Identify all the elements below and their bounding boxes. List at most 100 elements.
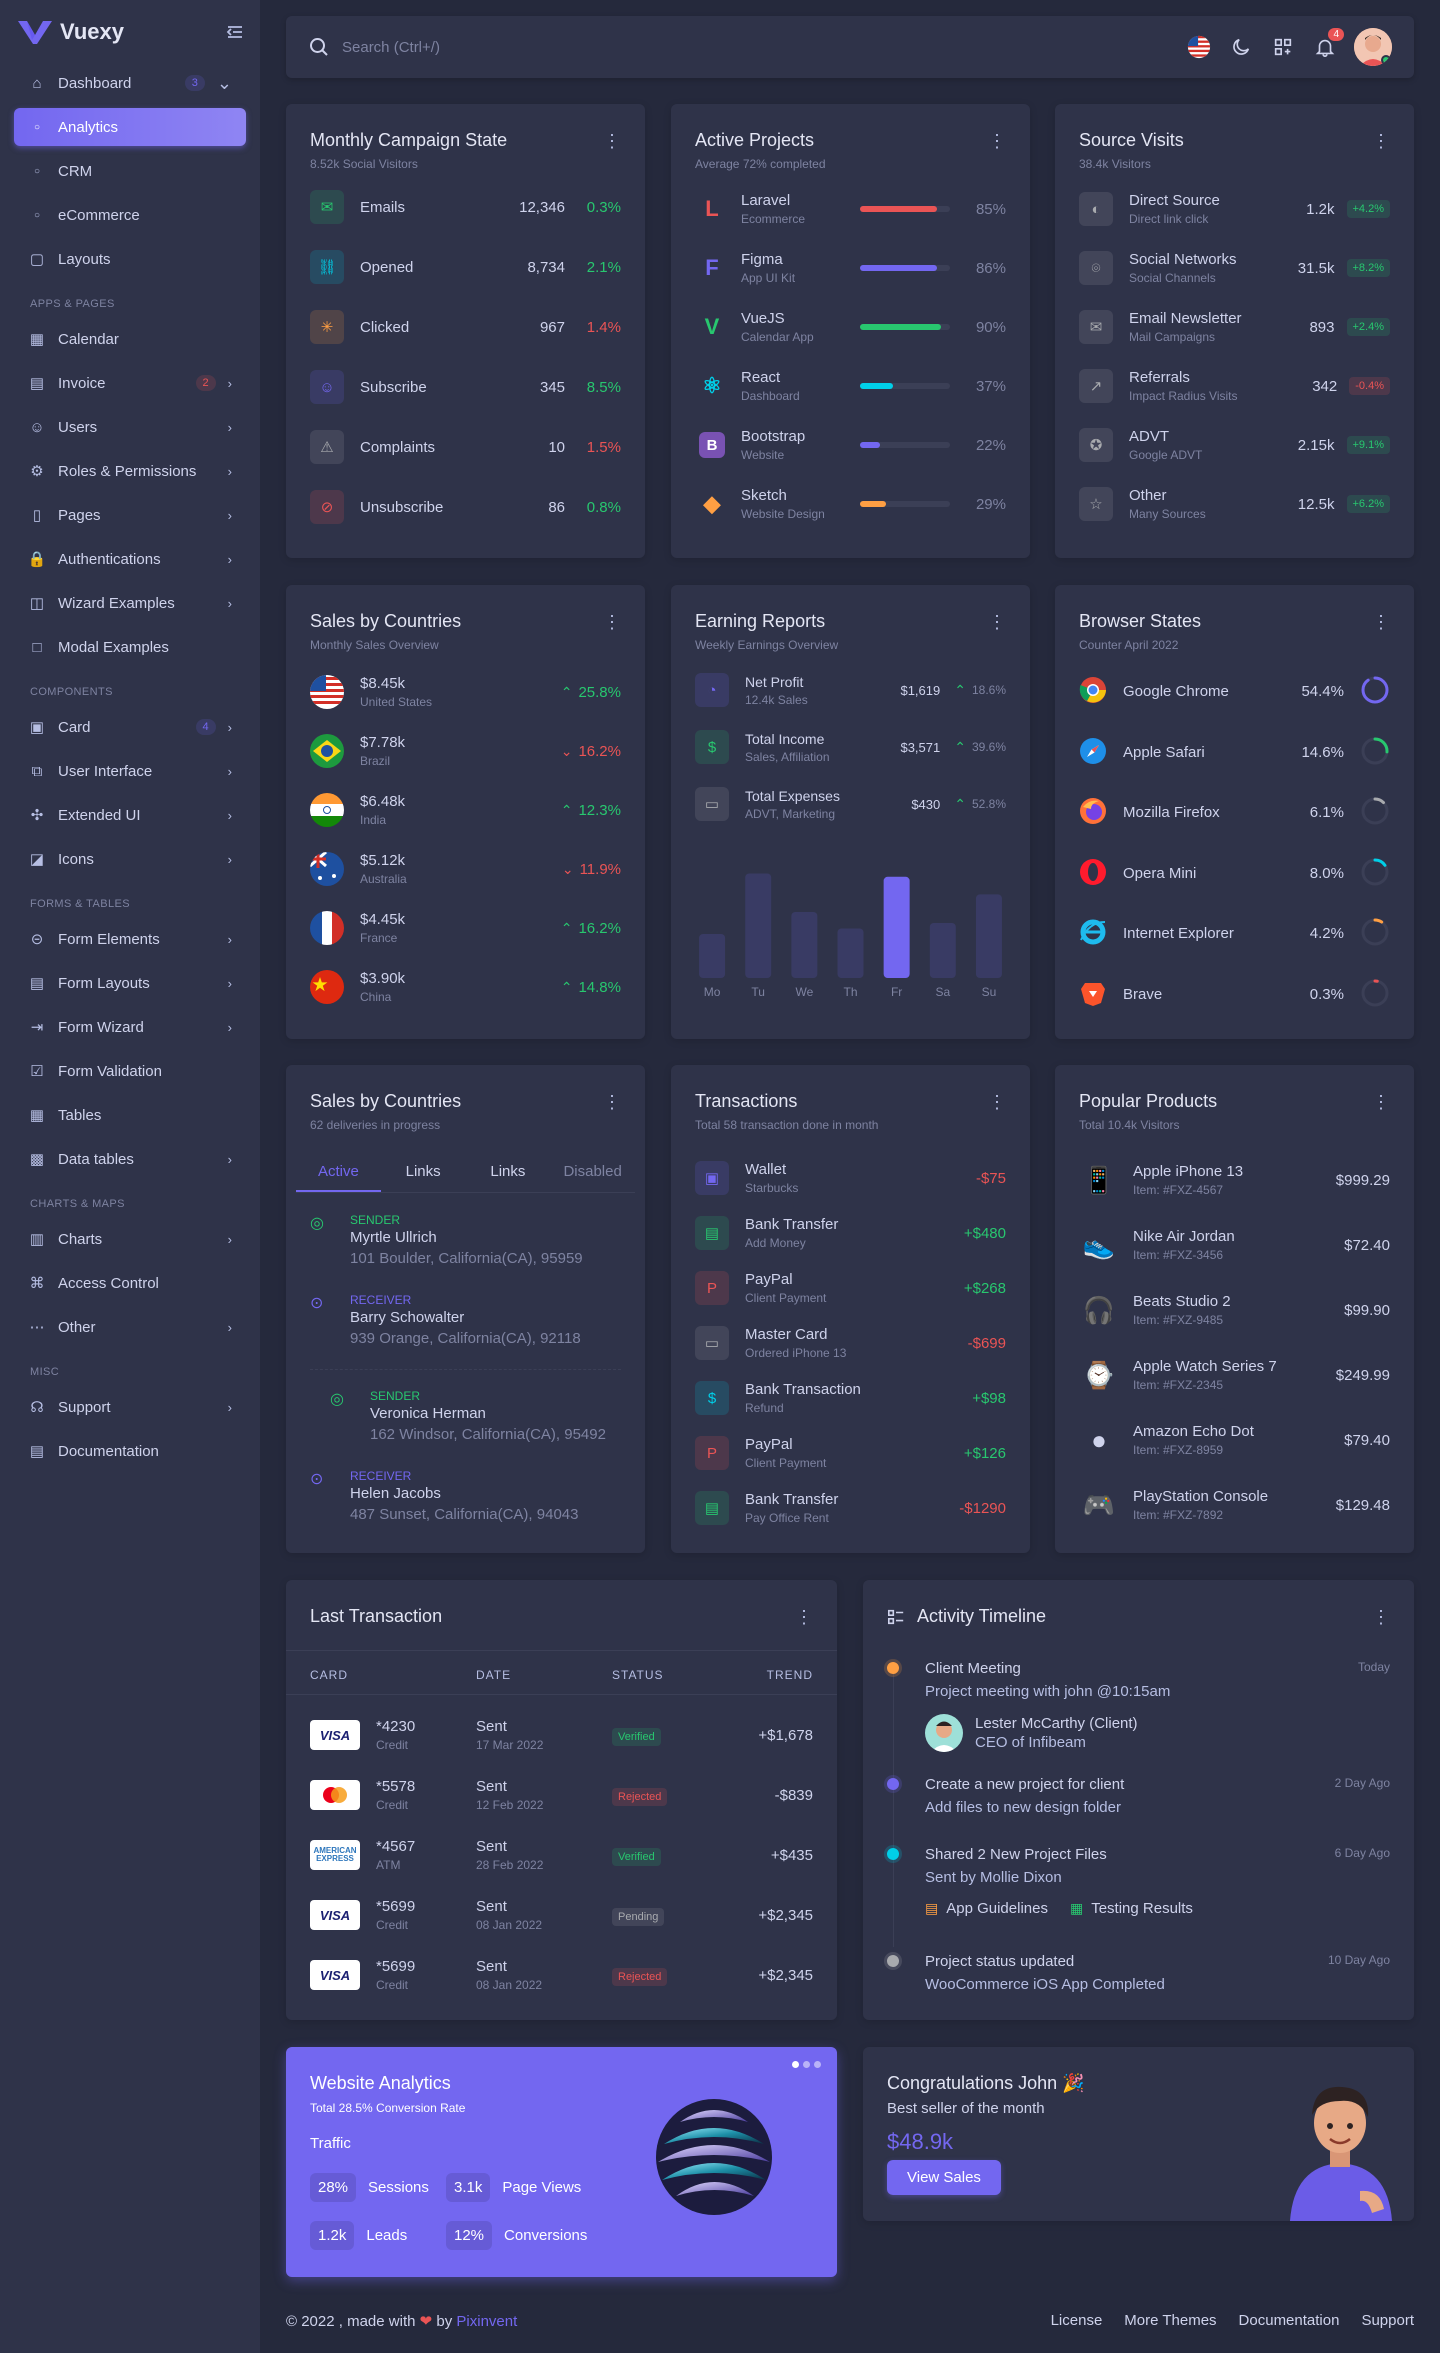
earning-row: ▭ Total Expenses ADVT, Marketing $430 ⌃ 52.8%: [695, 787, 1006, 821]
more-options-icon[interactable]: ⋮: [603, 612, 621, 632]
sidebar-item-form-wizard[interactable]: ⇥ Form Wizard ›: [14, 1008, 246, 1046]
tab-links[interactable]: Links: [405, 1163, 441, 1180]
moon-icon[interactable]: [1228, 34, 1254, 60]
card-type: ATM: [376, 1858, 401, 1872]
more-options-icon[interactable]: ⋮: [988, 1092, 1006, 1112]
footer-link-license[interactable]: License: [1050, 2312, 1103, 2329]
bar-su[interactable]: [975, 894, 1002, 978]
footer-link-documentation[interactable]: Documentation: [1238, 2312, 1340, 2329]
more-options-icon[interactable]: ⋮: [1372, 1607, 1390, 1627]
browser-row: Brave 0.3%: [1079, 978, 1390, 1011]
sidebar-item-data-tables[interactable]: ▩ Data tables ›: [14, 1140, 246, 1178]
sidebar-item-charts[interactable]: ▥ Charts ›: [14, 1220, 246, 1258]
card-number: *5578: [376, 1778, 416, 1795]
view-sales-button[interactable]: View Sales: [887, 2160, 1001, 2195]
more-options-icon[interactable]: ⋮: [988, 131, 1006, 151]
project-subtitle: Website: [741, 448, 785, 462]
more-options-icon[interactable]: ⋮: [988, 612, 1006, 632]
check-circle-icon: ◎: [330, 1391, 344, 1408]
card-title: Browser States: [1079, 611, 1202, 631]
tab-disabled[interactable]: Disabled: [563, 1163, 622, 1180]
bar-mo[interactable]: [699, 934, 726, 978]
vuexy-logo-icon[interactable]: [18, 19, 52, 45]
bar-tu[interactable]: [745, 873, 772, 979]
sidebar-item-roles-permissions[interactable]: ⚙ Roles & Permissions ›: [14, 452, 246, 490]
sidebar-item-access-control[interactable]: ⌘ Access Control: [14, 1264, 246, 1302]
more-options-icon[interactable]: ⋮: [603, 1092, 621, 1112]
more-options-icon[interactable]: ⋮: [603, 131, 621, 151]
sidebar-item-crm[interactable]: ○ CRM: [14, 152, 246, 190]
sidebar-item-user-interface[interactable]: ⧉ User Interface ›: [14, 752, 246, 790]
sidebar-item-invoice[interactable]: ▤ Invoice 2 ›: [14, 364, 246, 402]
traffic-stat: 12% Conversions: [446, 2221, 587, 2250]
country-wrap: Brazil: [360, 754, 561, 768]
more-options-icon[interactable]: ⋮: [1372, 131, 1390, 151]
bar-fr[interactable]: [883, 876, 910, 978]
sidebar: Vuexy ⌂ Dashboard 3 ⌄ ○ Analytics ○ CRM ○ eCommer…: [0, 0, 260, 2353]
us-flag-icon[interactable]: [1186, 34, 1212, 60]
file-attachment[interactable]: ▤ App Guidelines: [925, 1900, 1048, 1917]
sidebar-item-documentation[interactable]: ▤ Documentation: [14, 1432, 246, 1470]
bar-sa[interactable]: [929, 923, 956, 978]
source-name: Referrals: [1129, 369, 1190, 386]
sent-label: Sent: [476, 1898, 507, 1915]
sidebar-item-calendar[interactable]: ▦ Calendar: [14, 320, 246, 358]
sidebar-item-layouts[interactable]: ▢ Layouts: [14, 240, 246, 278]
file-attachment[interactable]: ▦ Testing Results: [1070, 1900, 1193, 1917]
x-tick-label: Mo: [704, 985, 721, 999]
bell-icon[interactable]: 4: [1312, 28, 1344, 60]
sidebar-item-pages[interactable]: ▯ Pages ›: [14, 496, 246, 534]
sidebar-item-form-elements[interactable]: ⊝ Form Elements ›: [14, 920, 246, 958]
user-avatar[interactable]: [1354, 28, 1392, 66]
search-input[interactable]: [342, 38, 1170, 56]
sidebar-item-other[interactable]: ⋯ Other ›: [14, 1308, 246, 1346]
sidebar-item-extended-ui[interactable]: ✣ Extended UI ›: [14, 796, 246, 834]
more-options-icon[interactable]: ⋮: [795, 1607, 813, 1627]
product-name-wrap: Apple iPhone 13: [1133, 1163, 1336, 1180]
collapse-menu-icon[interactable]: [224, 21, 246, 43]
card-subtitle: Best seller of the month: [887, 2100, 1045, 2117]
transaction-amount: +$98: [972, 1389, 1006, 1407]
bar-we[interactable]: [791, 912, 818, 978]
by-text: by: [436, 2313, 453, 2330]
project-percent: 29%: [975, 495, 1006, 513]
product-info: Apple Watch Series 7 Item: #FXZ-2345: [1133, 1358, 1336, 1392]
carousel-indicators[interactable]: [792, 2061, 821, 2068]
tab-active[interactable]: Active: [296, 1153, 381, 1192]
author-link[interactable]: Pixinvent: [456, 2313, 518, 2330]
more-options-icon[interactable]: ⋮: [1372, 612, 1390, 632]
footer-link-support[interactable]: Support: [1361, 2312, 1414, 2329]
circle-bullet-icon: ○: [33, 165, 41, 177]
sidebar-item-users[interactable]: ☺ Users ›: [14, 408, 246, 446]
shortcuts-icon[interactable]: [1270, 34, 1296, 60]
sidebar-item-wizard-examples[interactable]: ◫ Wizard Examples ›: [14, 584, 246, 622]
search-icon[interactable]: [308, 36, 330, 58]
tab-links[interactable]: Links: [490, 1163, 526, 1180]
bar-th[interactable]: [837, 928, 864, 979]
nav-section-header: CHARTS & MAPS: [14, 1184, 246, 1220]
sidebar-item-icons[interactable]: ◪ Icons ›: [14, 840, 246, 878]
sidebar-item-dashboard[interactable]: ⌂ Dashboard 3 ⌄: [14, 64, 246, 102]
timeline-header: Project status updated 10 Day Ago: [925, 1953, 1390, 1970]
tx-name-wrap: Master Card: [745, 1326, 968, 1343]
sidebar-item-form-validation[interactable]: ☑ Form Validation: [14, 1052, 246, 1090]
delivery-name: Myrtle Ullrich: [350, 1229, 437, 1246]
progress-ring: [1360, 675, 1390, 708]
sidebar-item-modal-examples[interactable]: □ Modal Examples: [14, 628, 246, 666]
stat-label: Conversions: [504, 2227, 588, 2244]
sidebar-item-ecommerce[interactable]: ○ eCommerce: [14, 196, 246, 234]
project-name: Sketch: [741, 487, 787, 504]
more-options-icon[interactable]: ⋮: [1372, 1092, 1390, 1112]
campaign-label: Complaints: [360, 438, 436, 456]
sidebar-item-authentications[interactable]: 🔒 Authentications ›: [14, 540, 246, 578]
footer-link-more-themes[interactable]: More Themes: [1124, 2312, 1217, 2329]
sidebar-item-analytics[interactable]: ○ Analytics: [14, 108, 246, 146]
sidebar-item-card[interactable]: ▣ Card 4 ›: [14, 708, 246, 746]
column-header-date: DATE: [476, 1668, 512, 1682]
project-name-wrap: VueJS: [741, 310, 860, 327]
country-change: 25.8%: [578, 683, 621, 701]
country-row: $5.12k Australia ⌄ 11.9%: [310, 852, 621, 886]
sidebar-item-support[interactable]: ☊ Support ›: [14, 1388, 246, 1426]
sidebar-item-form-layouts[interactable]: ▤ Form Layouts ›: [14, 964, 246, 1002]
sidebar-item-tables[interactable]: ▦ Tables: [14, 1096, 246, 1134]
